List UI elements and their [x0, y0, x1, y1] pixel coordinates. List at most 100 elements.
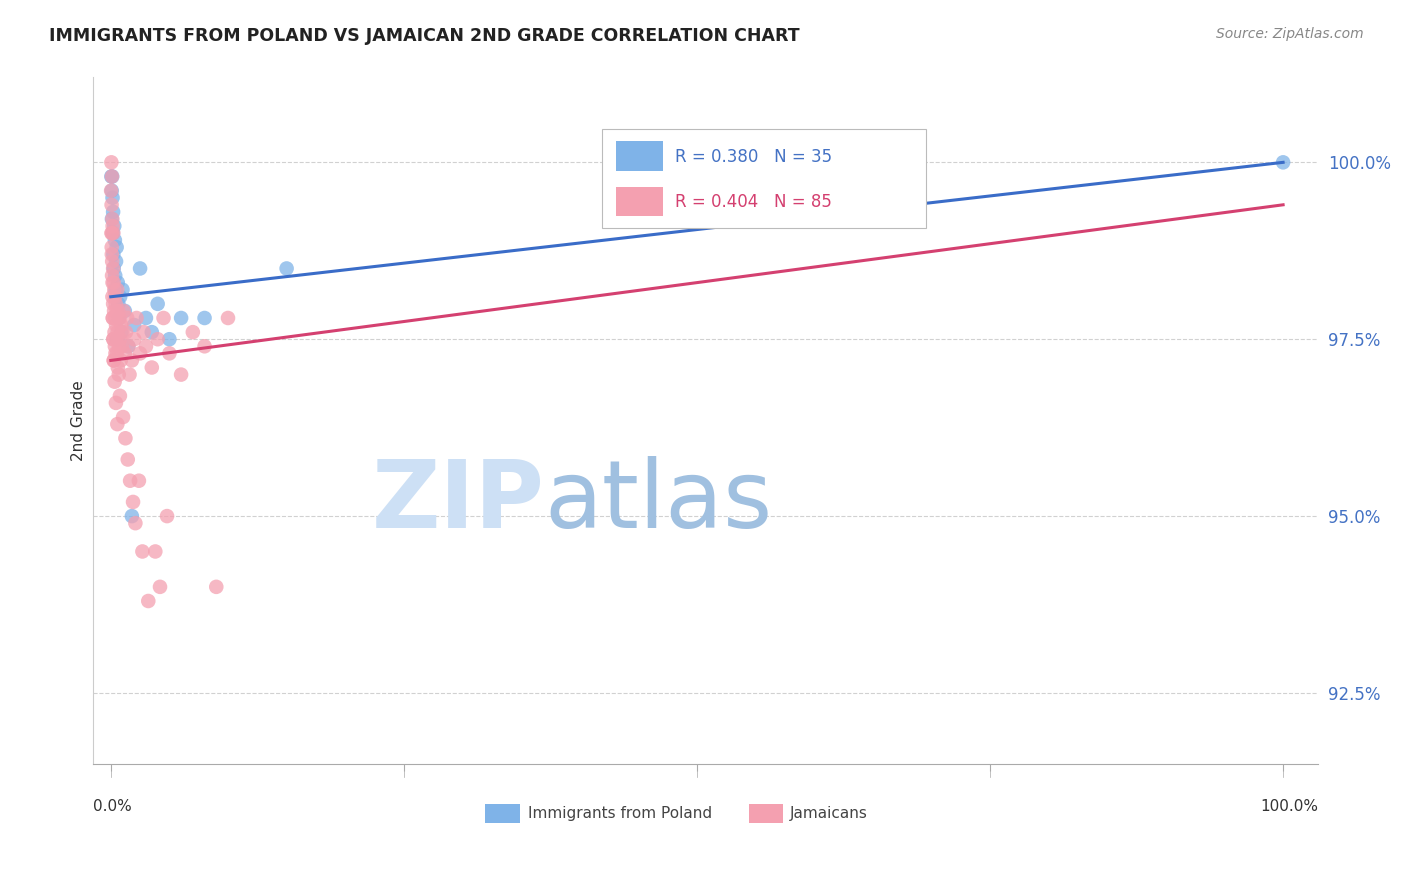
Point [105, 318, 128, 332]
Point [101, 310, 124, 325]
Point [101, 169, 124, 184]
Bar [748, 805, 783, 823]
Point [110, 325, 132, 339]
Point [103, 247, 125, 261]
Point [108, 310, 131, 325]
Point [111, 339, 134, 353]
Point [118, 368, 141, 382]
Point [105, 417, 128, 431]
FancyBboxPatch shape [602, 129, 927, 228]
Point [104, 339, 127, 353]
Point [101, 268, 124, 283]
Point [108, 389, 131, 403]
Point [103, 353, 125, 368]
Point [105, 240, 128, 254]
Text: 100.0%: 100.0% [1260, 799, 1319, 814]
Point [100, 184, 122, 198]
Point [157, 332, 180, 346]
Point [110, 353, 132, 368]
Point [100, 198, 122, 212]
Point [108, 332, 131, 346]
Point [107, 325, 129, 339]
Point [122, 332, 145, 346]
Point [143, 544, 166, 558]
Point [101, 211, 124, 226]
Point [276, 261, 298, 276]
Point [120, 474, 142, 488]
Point [114, 304, 136, 318]
Text: Jamaicans: Jamaicans [790, 806, 868, 822]
Point [152, 310, 174, 325]
Point [105, 332, 128, 346]
Point [131, 544, 153, 558]
Text: atlas: atlas [544, 456, 773, 548]
Point [121, 509, 143, 524]
Point [108, 290, 131, 304]
Point [115, 325, 138, 339]
Point [100, 226, 122, 240]
Text: R = 0.380   N = 35: R = 0.380 N = 35 [675, 148, 832, 166]
Point [103, 325, 125, 339]
Text: Immigrants from Poland: Immigrants from Poland [529, 806, 713, 822]
Point [115, 310, 138, 325]
Point [104, 396, 127, 410]
Point [100, 184, 122, 198]
Point [114, 346, 136, 360]
Point [101, 219, 124, 233]
Point [101, 205, 124, 219]
Point [107, 360, 129, 375]
Point [105, 304, 128, 318]
Point [101, 211, 124, 226]
Point [128, 474, 150, 488]
Point [124, 516, 146, 531]
Point [117, 452, 139, 467]
Point [129, 261, 152, 276]
Point [100, 240, 122, 254]
Point [122, 318, 145, 332]
Point [107, 368, 129, 382]
Point [104, 290, 127, 304]
Point [100, 155, 122, 169]
Point [108, 339, 131, 353]
Point [149, 580, 172, 594]
Point [103, 332, 125, 346]
Point [105, 283, 128, 297]
Point [105, 254, 128, 268]
Point [141, 360, 163, 375]
Point [104, 268, 127, 283]
Point [132, 325, 155, 339]
Point [217, 310, 239, 325]
Point [103, 226, 125, 240]
Text: Source: ZipAtlas.com: Source: ZipAtlas.com [1216, 27, 1364, 41]
Point [112, 304, 135, 318]
Point [111, 283, 134, 297]
Point [101, 276, 124, 290]
Point [181, 325, 204, 339]
Point [114, 431, 136, 445]
Point [105, 332, 128, 346]
Point [101, 297, 124, 311]
Point [156, 509, 179, 524]
Point [103, 283, 125, 297]
Point [104, 233, 127, 247]
Point [170, 368, 193, 382]
Point [101, 226, 124, 240]
Point [107, 304, 129, 318]
Bar [616, 186, 662, 217]
Text: 0.0%: 0.0% [93, 799, 132, 814]
Point [122, 495, 145, 509]
Point [125, 310, 148, 325]
Point [112, 410, 135, 425]
Point [141, 325, 163, 339]
Point [135, 339, 157, 353]
Point [104, 375, 127, 389]
Point [1272, 155, 1295, 169]
Point [135, 310, 157, 325]
Point [104, 346, 127, 360]
Text: ZIP: ZIP [371, 456, 544, 548]
Point [101, 290, 124, 304]
Point [117, 339, 139, 353]
Point [103, 219, 125, 233]
Point [103, 276, 125, 290]
Point [101, 226, 124, 240]
